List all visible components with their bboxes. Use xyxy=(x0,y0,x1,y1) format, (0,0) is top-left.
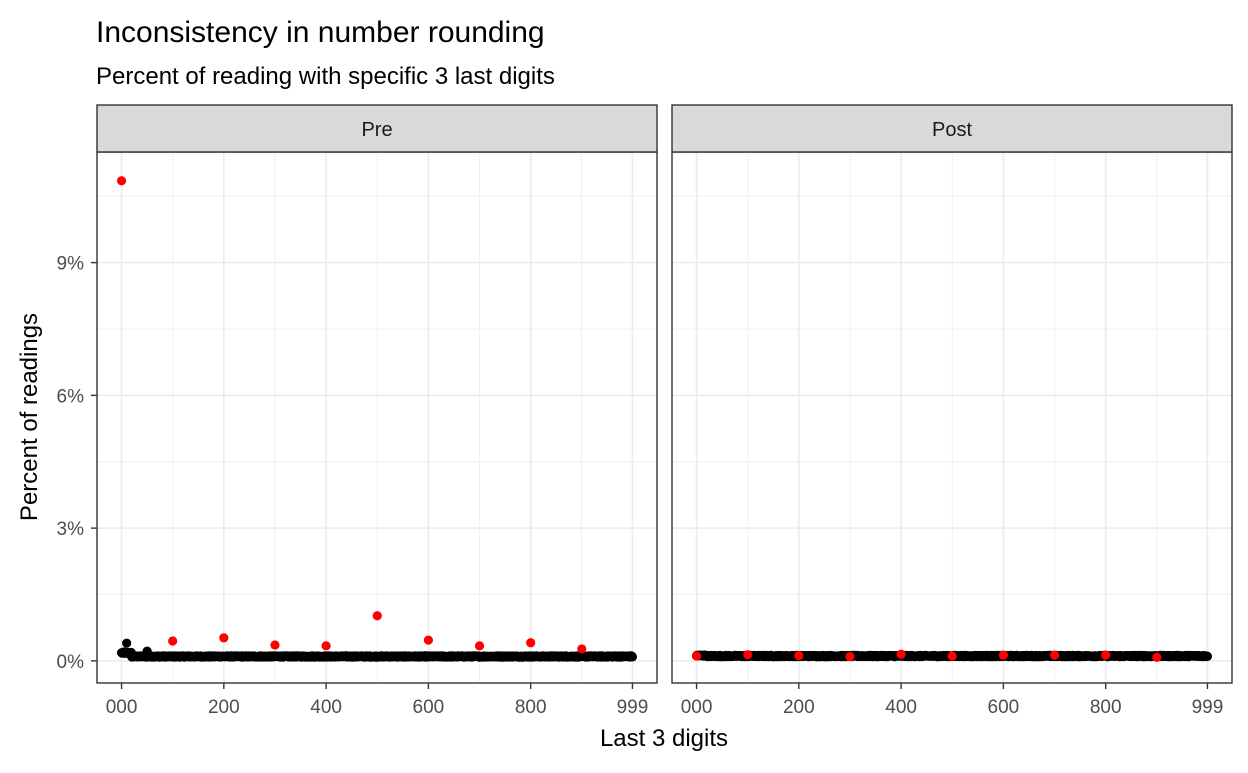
x-tick-label: 999 xyxy=(617,697,649,718)
data-point xyxy=(627,652,638,662)
data-point-round-hundred xyxy=(526,638,536,648)
data-point-round-hundred xyxy=(168,636,178,646)
panel-post: Post 000 200 400 600 800 999 xyxy=(671,104,1233,718)
x-tick-label: 800 xyxy=(1090,697,1122,718)
x-tick-label: 400 xyxy=(885,697,917,718)
data-point-round-hundred xyxy=(845,651,855,662)
facet-strip-label: Post xyxy=(932,119,972,141)
data-point-round-hundred xyxy=(743,650,753,660)
data-point xyxy=(1202,651,1213,662)
data-point-notable xyxy=(142,646,152,656)
data-point-round-hundred xyxy=(1049,650,1060,660)
facet-strip xyxy=(96,104,658,153)
chart-subtitle: Percent of reading with specific 3 last … xyxy=(96,63,555,90)
data-point-round-hundred xyxy=(423,635,433,645)
x-tick-label: 400 xyxy=(310,697,342,718)
data-point-round-hundred xyxy=(474,641,485,651)
data-point-round-hundred xyxy=(947,651,957,661)
y-axis-title: Percent of readings xyxy=(16,313,43,521)
x-tick-label: 000 xyxy=(681,697,713,718)
data-point-round-hundred xyxy=(1101,650,1111,660)
y-tick-label: 0% xyxy=(57,652,85,673)
chart-title: Inconsistency in number rounding xyxy=(96,16,545,49)
data-point-round-hundred xyxy=(794,650,804,661)
data-point-round-hundred xyxy=(219,633,229,643)
facet-strip xyxy=(671,104,1233,153)
x-axis-title: Last 3 digits xyxy=(600,725,728,752)
data-point-round-hundred xyxy=(321,641,331,651)
x-tick-label: 999 xyxy=(1192,697,1224,718)
data-point-round-hundred xyxy=(372,611,382,621)
x-tick-label: 200 xyxy=(783,697,815,718)
data-point-round-hundred xyxy=(577,644,587,654)
data-point-round-hundred xyxy=(998,650,1008,660)
x-tick-label: 000 xyxy=(106,697,138,718)
data-point-round-hundred xyxy=(1152,652,1162,662)
y-tick-label: 6% xyxy=(57,386,85,407)
facet-strip-label: Pre xyxy=(361,119,392,141)
y-tick-label: 3% xyxy=(57,519,85,540)
y-tick-label: 9% xyxy=(57,254,85,275)
data-point-notable xyxy=(122,638,132,648)
data-point-round-hundred xyxy=(116,176,127,186)
x-tick-label: 600 xyxy=(988,697,1020,718)
data-point-round-hundred xyxy=(691,651,702,661)
panel-pre: Pre 000 200 400 600 800 999 0% 3% 6% 9% xyxy=(57,104,658,718)
data-point-round-hundred xyxy=(270,640,280,650)
data-point-round-hundred xyxy=(896,649,906,659)
panels-layer: Pre 000 200 400 600 800 999 0% 3% 6% 9% Post 000 200 4… xyxy=(57,104,1233,718)
x-tick-label: 200 xyxy=(208,697,240,718)
data-point-notable xyxy=(119,647,129,657)
x-tick-label: 600 xyxy=(413,697,445,718)
x-tick-label: 800 xyxy=(515,697,547,718)
